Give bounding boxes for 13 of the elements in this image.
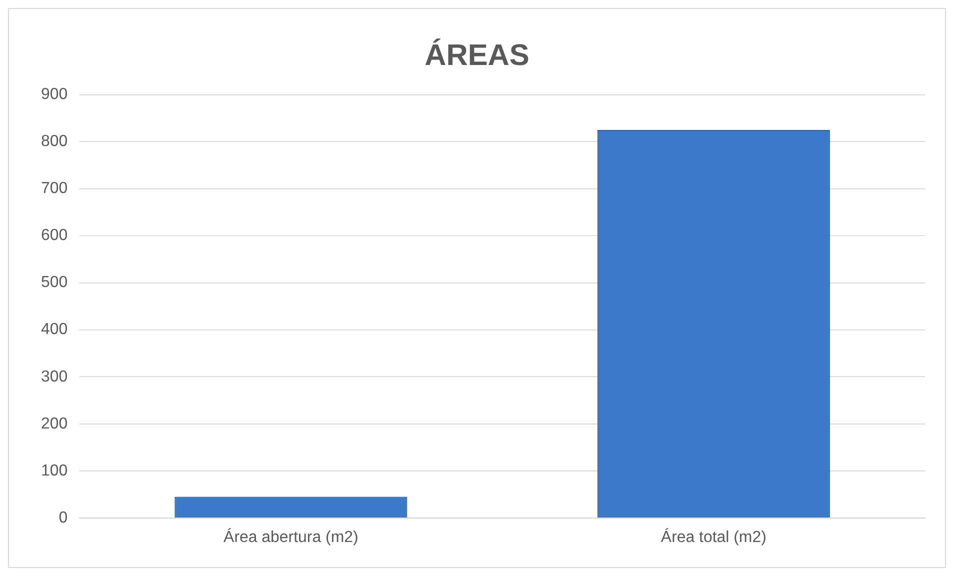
y-tick-label: 900: [40, 86, 68, 104]
x-tick-label: Área abertura (m2): [224, 528, 358, 546]
y-tick-label: 100: [40, 462, 68, 480]
y-tick-label: 400: [40, 321, 68, 338]
x-tick-label: Área total (m2): [660, 528, 766, 546]
y-tick-label: 700: [40, 180, 68, 198]
y-tick-label: 500: [40, 274, 68, 292]
y-tick-label: 800: [40, 133, 68, 150]
y-tick-label: 300: [40, 368, 68, 386]
y-tick-label: 0: [58, 509, 68, 526]
y-tick-label: 200: [40, 415, 68, 432]
chart-title: ÁREAS: [424, 38, 530, 72]
y-tick-label: 600: [40, 227, 68, 244]
